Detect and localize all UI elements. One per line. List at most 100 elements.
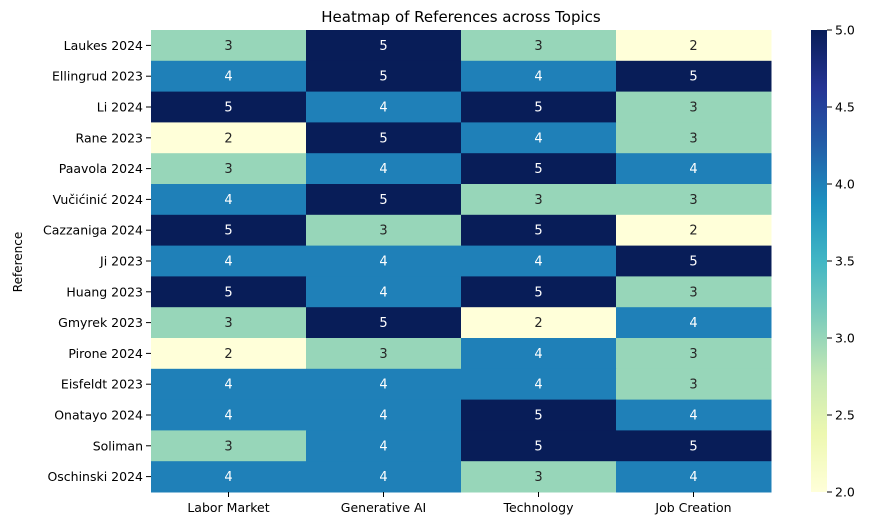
cell-value-label: 5 — [689, 439, 697, 454]
cell-value-label: 3 — [534, 39, 542, 54]
y-tick-label: Pirone 2024 — [68, 346, 143, 361]
cell-value-label: 3 — [689, 378, 697, 393]
y-tick-label: Ji 2023 — [99, 254, 143, 269]
cell-value-label: 5 — [534, 224, 542, 239]
heatmap-cell — [461, 60, 617, 93]
y-tick-label: Soliman — [93, 438, 143, 453]
colorbar-tick-label: 4.5 — [835, 100, 855, 115]
cell-value-label: 4 — [379, 409, 387, 424]
cell-value-label: 4 — [534, 347, 542, 362]
y-tick-label: Onatayo 2024 — [54, 408, 143, 423]
heatmap-cell — [616, 122, 772, 154]
cell-value-label: 3 — [379, 224, 387, 239]
cell-value-label: 5 — [379, 131, 387, 146]
cell-value-label: 4 — [689, 409, 697, 424]
heatmap-cell — [461, 122, 617, 154]
heatmap-cell — [461, 338, 617, 370]
cell-value-label: 5 — [379, 193, 387, 208]
cell-value-label: 4 — [379, 378, 387, 393]
cell-value-label: 5 — [379, 70, 387, 85]
cell-value-label: 4 — [379, 255, 387, 270]
heatmap-cell — [306, 307, 462, 339]
cell-value-label: 3 — [224, 162, 232, 177]
heatmap-cell — [306, 430, 462, 462]
cell-value-label: 4 — [689, 162, 697, 177]
heatmap-cell — [616, 338, 772, 370]
heatmap-cell — [306, 184, 462, 216]
heatmap-cell — [306, 461, 462, 493]
heatmap-cell — [306, 368, 462, 401]
heatmap-cell — [461, 184, 617, 216]
heatmap-cell — [461, 91, 617, 123]
heatmap-cell — [151, 368, 307, 401]
cell-value-label: 4 — [689, 470, 697, 485]
y-tick-label: Gmyrek 2023 — [58, 315, 143, 330]
y-tick-label: Eisfeldt 2023 — [61, 377, 143, 392]
heatmap-cell — [151, 276, 307, 308]
colorbar-tick-label: 4.0 — [835, 177, 855, 192]
cell-value-label: 4 — [224, 378, 232, 393]
cell-value-label: 5 — [534, 439, 542, 454]
colorbar-tick-label: 3.0 — [835, 331, 855, 346]
cell-value-label: 2 — [534, 316, 542, 331]
cell-value-label: 3 — [689, 101, 697, 116]
cell-value-label: 2 — [689, 39, 697, 54]
row-labels: Laukes 2024 Ellingrud 2023 Li 2024 Rane 202… — [43, 38, 151, 484]
colorbar-tick-label: 3.5 — [835, 254, 855, 269]
heatmap-cell — [151, 153, 307, 185]
cell-value-label: 5 — [379, 39, 387, 54]
heatmap-cell — [461, 430, 617, 462]
heatmap-cell — [616, 153, 772, 185]
cell-value-label: 3 — [534, 193, 542, 208]
heatmap-cell — [461, 461, 617, 493]
heatmap-cell — [306, 30, 462, 62]
cell-value-label: 2 — [224, 347, 232, 362]
cell-value-label: 4 — [534, 70, 542, 85]
heatmap-cell — [616, 30, 772, 62]
cell-value-label: 4 — [224, 70, 232, 85]
heatmap-cell — [616, 276, 772, 308]
heatmap-cell — [306, 153, 462, 185]
colorbar-ticks: 2.0 2.5 3.0 3.5 4.0 4.5 5.0 — [827, 23, 855, 500]
heatmap-cell — [616, 307, 772, 339]
heatmap-cell — [461, 307, 617, 339]
cell-value-label: 5 — [379, 316, 387, 331]
heatmap-cell — [306, 91, 462, 123]
cell-value-label: 3 — [224, 316, 232, 331]
cell-value-label: 4 — [534, 131, 542, 146]
y-tick-label: Paavola 2024 — [59, 161, 143, 176]
y-tick-label: Oschinski 2024 — [47, 469, 143, 484]
colorbar — [811, 30, 827, 492]
cell-value-label: 5 — [224, 101, 232, 116]
cell-value-label: 5 — [689, 70, 697, 85]
cell-value-label: 4 — [379, 162, 387, 177]
cell-value-label: 4 — [224, 255, 232, 270]
y-tick-label: Huang 2023 — [66, 284, 143, 299]
cell-value-label: 3 — [224, 39, 232, 54]
heatmap-cell — [616, 461, 772, 493]
heatmap-cell — [151, 214, 307, 247]
cell-value-label: 2 — [689, 224, 697, 239]
heatmap-cell — [306, 214, 462, 247]
x-tick-label: Labor Market — [187, 500, 269, 515]
cell-value-label: 4 — [689, 316, 697, 331]
cell-value-label: 5 — [224, 285, 232, 300]
cell-value-label: 4 — [534, 378, 542, 393]
cell-value-label: 4 — [379, 101, 387, 116]
heatmap-cell — [151, 338, 307, 370]
heatmap-cell — [151, 60, 307, 93]
cell-value-label: 3 — [689, 131, 697, 146]
x-tick-label: Technology — [502, 500, 574, 515]
heatmap-cell — [306, 245, 462, 277]
heatmap-cell — [461, 153, 617, 185]
heatmap-cells: 3 5 3 2 4 5 4 5 5 4 5 3 2 5 4 3 3 4 5 4 4 5 3 3 5 3 5 2 4 4 4 5 5 4 5 3 3 5 2 4… — [151, 30, 772, 493]
heatmap-cell — [151, 122, 307, 154]
heatmap-cell — [151, 91, 307, 123]
cell-value-label: 4 — [224, 470, 232, 485]
heatmap-cell — [151, 245, 307, 277]
cell-value-label: 4 — [224, 409, 232, 424]
heatmap-cell — [616, 399, 772, 431]
heatmap-cell — [461, 276, 617, 308]
y-tick-label: Cazzaniga 2024 — [43, 223, 143, 238]
